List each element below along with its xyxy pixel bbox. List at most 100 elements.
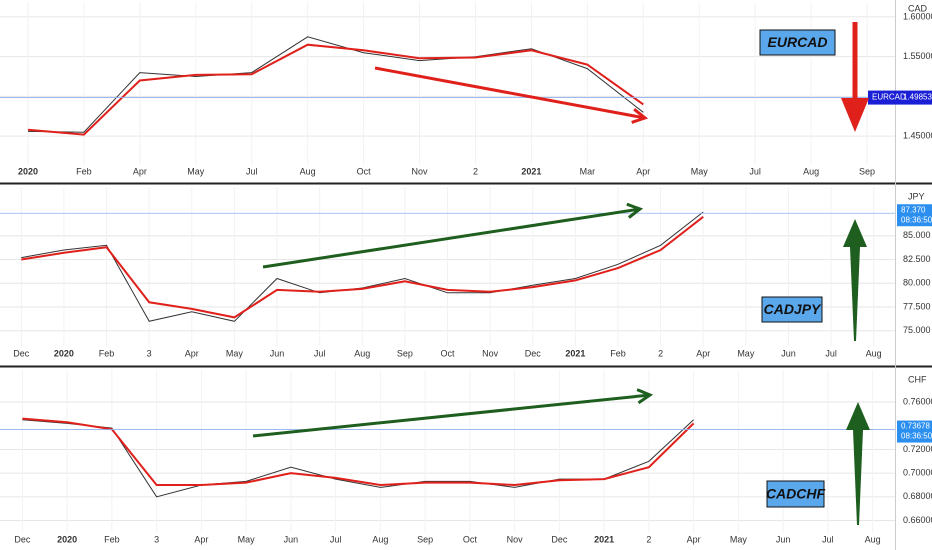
x-tick-label: 2020 bbox=[57, 534, 77, 544]
x-tick-label: Aug bbox=[300, 166, 316, 176]
x-tick-label: Dec bbox=[551, 534, 568, 544]
x-tick-label: Aug bbox=[865, 534, 881, 544]
x-tick-label: Nov bbox=[507, 534, 524, 544]
x-tick-label: Aug bbox=[354, 348, 370, 358]
y-tick-label: 1.55000 bbox=[903, 51, 932, 61]
x-tick-label: May bbox=[730, 534, 748, 544]
x-tick-label: 2021 bbox=[521, 166, 541, 176]
x-tick-label: 2020 bbox=[18, 166, 38, 176]
x-tick-label: May bbox=[238, 534, 256, 544]
currency-label: CAD bbox=[908, 3, 928, 13]
x-tick-label: Sep bbox=[397, 348, 413, 358]
x-tick-label: 2 bbox=[658, 348, 663, 358]
x-tick-label: Jun bbox=[270, 348, 285, 358]
currency-label: JPY bbox=[908, 191, 925, 201]
price-line bbox=[21, 216, 704, 319]
x-tick-label: Nov bbox=[482, 348, 499, 358]
y-tick-label: 1.60000 bbox=[903, 11, 932, 21]
y-tick-label: 75.000 bbox=[903, 325, 931, 335]
x-tick-label: May bbox=[691, 166, 709, 176]
x-tick-label: Jun bbox=[781, 348, 796, 358]
x-tick-label: Jun bbox=[776, 534, 791, 544]
x-tick-label: 2 bbox=[646, 534, 651, 544]
x-tick-label: May bbox=[737, 348, 755, 358]
x-tick-label: 2021 bbox=[565, 348, 585, 358]
price-line bbox=[22, 417, 695, 487]
x-tick-label: 2021 bbox=[594, 534, 614, 544]
x-tick-label: Apr bbox=[133, 166, 147, 176]
x-tick-label: Jul bbox=[822, 534, 834, 544]
x-tick-label: Feb bbox=[610, 348, 626, 358]
direction-arrow-head bbox=[841, 98, 869, 132]
x-tick-label: Apr bbox=[185, 348, 199, 358]
y-tick-label: 0.76000 bbox=[903, 396, 932, 406]
direction-arrow bbox=[850, 247, 860, 341]
trend-arrow bbox=[262, 207, 641, 269]
direction-arrow-head bbox=[843, 219, 867, 247]
price-tag-time: 08:36:50 bbox=[901, 215, 932, 224]
y-tick-label: 77.500 bbox=[903, 301, 931, 311]
y-tick-label: 82.500 bbox=[903, 254, 931, 264]
trend-arrow-head bbox=[626, 202, 644, 219]
trend-arrow bbox=[252, 393, 651, 438]
x-tick-label: Dec bbox=[14, 534, 31, 544]
symbol-box bbox=[766, 480, 825, 508]
direction-arrow bbox=[853, 430, 863, 525]
y-tick-label: 1.45000 bbox=[903, 131, 932, 141]
price-tag-value: 0.73678 bbox=[901, 422, 930, 431]
trend-arrow-head bbox=[636, 388, 654, 405]
x-tick-label: 2020 bbox=[54, 348, 74, 358]
price-tag-value: 1.49853 bbox=[903, 93, 932, 102]
price-line bbox=[22, 419, 694, 498]
x-tick-label: Jul bbox=[749, 166, 761, 176]
symbol-box bbox=[759, 29, 836, 56]
x-tick-label: 3 bbox=[147, 348, 152, 358]
x-tick-label: Dec bbox=[525, 348, 542, 358]
x-tick-label: Sep bbox=[417, 534, 433, 544]
x-tick-label: Jul bbox=[825, 348, 837, 358]
x-tick-label: Dec bbox=[13, 348, 30, 358]
direction-arrow bbox=[852, 22, 858, 103]
trend-arrow-head bbox=[631, 108, 649, 124]
trend-arrow bbox=[374, 66, 646, 120]
price-tag bbox=[897, 420, 932, 443]
x-tick-label: Apr bbox=[636, 166, 650, 176]
x-tick-label: Sep bbox=[859, 166, 875, 176]
x-tick-label: Feb bbox=[104, 534, 120, 544]
symbol-label: CADJPY bbox=[764, 301, 822, 317]
x-tick-label: Oct bbox=[440, 348, 455, 358]
direction-arrow-head bbox=[846, 402, 870, 430]
price-tag-time: 08:36:50 bbox=[901, 432, 932, 441]
y-tick-label: 80.000 bbox=[903, 278, 931, 288]
x-tick-label: Jul bbox=[314, 348, 326, 358]
symbol-box bbox=[761, 296, 823, 323]
x-tick-label: Apr bbox=[194, 534, 208, 544]
x-tick-label: Aug bbox=[803, 166, 819, 176]
x-tick-label: Aug bbox=[866, 348, 882, 358]
currency-label: CHF bbox=[908, 374, 927, 384]
x-tick-label: Jun bbox=[284, 534, 299, 544]
y-tick-label: 85.000 bbox=[903, 230, 931, 240]
price-tag bbox=[897, 204, 932, 227]
x-tick-label: Oct bbox=[463, 534, 478, 544]
x-tick-label: Nov bbox=[412, 166, 429, 176]
x-tick-label: Jul bbox=[246, 166, 258, 176]
x-tick-label: Oct bbox=[357, 166, 372, 176]
x-tick-label: 2 bbox=[473, 166, 478, 176]
price-line bbox=[27, 36, 644, 133]
x-tick-label: Apr bbox=[696, 348, 710, 358]
x-tick-label: Feb bbox=[99, 348, 115, 358]
x-tick-label: May bbox=[187, 166, 205, 176]
x-tick-label: Apr bbox=[687, 534, 701, 544]
symbol-label: CADCHF bbox=[766, 486, 826, 502]
x-tick-label: Jul bbox=[330, 534, 342, 544]
x-tick-label: Aug bbox=[372, 534, 388, 544]
x-tick-label: Mar bbox=[580, 166, 596, 176]
price-line bbox=[27, 43, 644, 136]
symbol-label: EURCAD bbox=[768, 34, 828, 50]
x-tick-label: May bbox=[226, 348, 244, 358]
